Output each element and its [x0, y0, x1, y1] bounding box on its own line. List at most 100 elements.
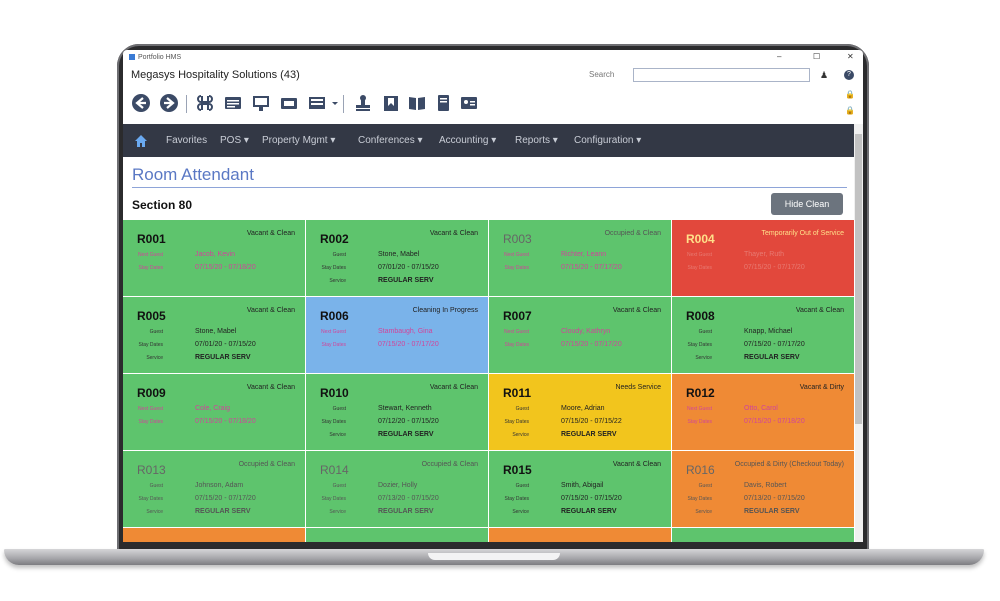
card-list-icon[interactable]	[307, 93, 327, 113]
room-card-partial[interactable]	[306, 528, 489, 542]
room-info-label: Service	[329, 278, 346, 284]
vertical-scrollbar[interactable]	[854, 124, 863, 542]
book-icon[interactable]	[407, 93, 427, 113]
lock-alt-icon[interactable]: 🔒	[845, 106, 855, 115]
nav-property-mgmt[interactable]: Property Mgmt ▾	[262, 135, 336, 146]
forward-arrow-icon[interactable]	[159, 93, 179, 113]
room-info-label: Service	[695, 355, 712, 361]
room-number: R006	[320, 309, 349, 323]
stay-dates: 07/12/20 - 07/15/20	[378, 418, 439, 425]
help-icon[interactable]: ?	[844, 70, 854, 80]
room-info-row: Service REGULAR SERV	[306, 277, 488, 287]
stay-dates: 07/15/20 - 07/15/20	[561, 495, 622, 502]
document-icon[interactable]	[433, 93, 453, 113]
nav-configuration[interactable]: Configuration ▾	[574, 135, 642, 146]
room-info-row: Service REGULAR SERV	[306, 508, 488, 518]
room-info-label: Stay Dates	[321, 265, 346, 271]
room-status: Vacant & Dirty	[799, 384, 844, 391]
stay-dates: 07/01/20 - 07/15/20	[378, 264, 439, 271]
room-info-label: Next Guest	[137, 252, 163, 258]
room-number: R010	[320, 386, 349, 400]
service-type: REGULAR SERV	[744, 508, 800, 515]
laptop-notch	[428, 553, 560, 560]
register-icon[interactable]	[279, 93, 299, 113]
service-type: REGULAR SERV	[561, 431, 617, 438]
caret-icon[interactable]	[331, 93, 339, 113]
service-type: REGULAR SERV	[195, 354, 251, 361]
room-info-label: Service	[695, 509, 712, 515]
room-number: R007	[503, 309, 532, 323]
room-info-label: Stay Dates	[321, 419, 346, 425]
room-card[interactable]: R013 Occupied & Clean Guest Johnson, Adam St…	[123, 451, 306, 528]
service-type: REGULAR SERV	[378, 277, 434, 284]
room-card[interactable]: R016 Occupied & Dirty (Checkout Today) Gue…	[672, 451, 855, 528]
room-card[interactable]: R010 Vacant & Clean Guest Stewart, Kenneth S…	[306, 374, 489, 451]
room-info-label: Guest	[515, 483, 529, 489]
room-info-label: Guest	[149, 483, 163, 489]
room-card[interactable]: R007 Vacant & Clean Next Guest Cloudy, Kath…	[489, 297, 672, 374]
scrollbar-thumb[interactable]	[855, 134, 862, 424]
room-number: R004	[686, 232, 715, 246]
room-info-label: Stay Dates	[321, 496, 346, 502]
room-card[interactable]: R009 Vacant & Clean Next Guest Cole, Craig S…	[123, 374, 306, 451]
room-card[interactable]: R005 Vacant & Clean Guest Stone, Mabel Stay …	[123, 297, 306, 374]
close-button[interactable]: ✕	[847, 52, 854, 61]
room-info-label: Guest	[332, 406, 346, 412]
room-card-partial[interactable]	[123, 528, 306, 542]
room-info-row: Stay Dates 07/12/20 - 07/15/20	[306, 418, 488, 428]
search-input[interactable]	[633, 68, 810, 82]
room-card[interactable]: R006 Cleaning In Progress Next Guest Stamba…	[306, 297, 489, 374]
room-card[interactable]: R003 Occupied & Clean Next Guest Richter, L…	[489, 220, 672, 297]
nav-conferences[interactable]: Conferences ▾	[358, 135, 423, 146]
maximize-button[interactable]: ☐	[813, 52, 821, 61]
minimize-button[interactable]: –	[777, 52, 782, 61]
lock-icon[interactable]: 🔒	[845, 90, 855, 99]
stay-dates: 07/15/20 - 07/17/20	[378, 341, 439, 348]
room-info-row: Service REGULAR SERV	[489, 508, 671, 518]
board-icon[interactable]	[251, 93, 271, 113]
nav-accounting[interactable]: Accounting ▾	[439, 135, 497, 146]
room-card[interactable]: R011 Needs Service Guest Moore, Adrian Stay …	[489, 374, 672, 451]
room-card[interactable]: R002 Vacant & Clean Guest Stone, Mabel Stay …	[306, 220, 489, 297]
room-status: Vacant & Clean	[246, 230, 295, 237]
room-card[interactable]: R015 Vacant & Clean Guest Smith, Abigail Sta…	[489, 451, 672, 528]
back-arrow-icon[interactable]	[131, 93, 151, 113]
room-card[interactable]: R012 Vacant & Dirty Next Guest Otto, Carol S…	[672, 374, 855, 451]
room-card[interactable]: R004 Temporarily Out of Service Next Guest…	[672, 220, 855, 297]
command-icon[interactable]	[195, 93, 215, 113]
guest-name: Stone, Mabel	[378, 251, 420, 258]
room-status: Vacant & Clean	[612, 461, 661, 468]
room-status: Needs Service	[615, 384, 661, 391]
room-card[interactable]: R001 Vacant & Clean Next Guest Jacob, Kevin…	[123, 220, 306, 297]
user-icon[interactable]: ♟	[820, 70, 829, 80]
room-number: R014	[320, 463, 349, 477]
id-card-icon[interactable]	[459, 93, 479, 113]
guest-name: Moore, Adrian	[561, 405, 605, 412]
list-icon[interactable]	[223, 93, 243, 113]
hide-clean-button[interactable]: Hide Clean	[771, 193, 843, 215]
home-icon[interactable]	[133, 133, 149, 149]
room-info-label: Service	[512, 509, 529, 515]
room-info-row: Next Guest Thayer, Ruth	[672, 251, 854, 261]
room-card[interactable]: R014 Occupied & Clean Guest Dozier, Holly St…	[306, 451, 489, 528]
room-card[interactable]: R008 Vacant & Clean Guest Knapp, Michael Sta…	[672, 297, 855, 374]
room-info-row: Stay Dates 07/01/20 - 07/15/20	[123, 341, 305, 351]
room-info-label: Service	[146, 509, 163, 515]
room-info-row: Next Guest Cole, Craig	[123, 405, 305, 415]
room-info-row: Stay Dates 07/15/20 - 07/17/20	[672, 264, 854, 274]
nav-reports[interactable]: Reports ▾	[515, 135, 558, 146]
room-number: R001	[137, 232, 166, 246]
room-info-label: Guest	[332, 483, 346, 489]
bookmark-icon[interactable]	[381, 93, 401, 113]
nav-favorites[interactable]: Favorites	[166, 135, 208, 146]
room-info-row: Service REGULAR SERV	[672, 508, 854, 518]
room-info-label: Stay Dates	[138, 342, 163, 348]
guest-name: Dozier, Holly	[378, 482, 418, 489]
nav-pos[interactable]: POS ▾	[220, 135, 249, 146]
room-card-partial[interactable]	[672, 528, 855, 542]
room-info-label: Next Guest	[503, 252, 529, 258]
room-number: R002	[320, 232, 349, 246]
stamp-icon[interactable]	[353, 93, 373, 113]
stay-dates: 07/15/20 - 07/17/20	[744, 264, 805, 271]
room-card-partial[interactable]	[489, 528, 672, 542]
